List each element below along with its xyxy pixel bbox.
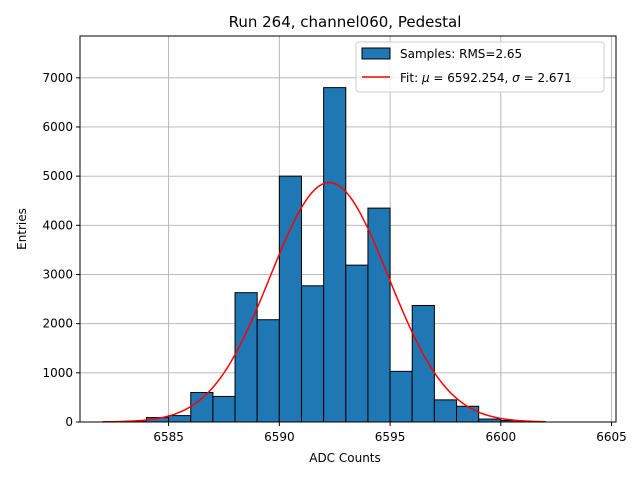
histogram-bar xyxy=(256,319,280,423)
y-axis-ticks: 0 1000 2000 3000 4000 5000 6000 7000 xyxy=(42,71,80,429)
histogram-bar xyxy=(212,395,236,423)
legend-box xyxy=(355,41,605,93)
y-tick-label: 4000 xyxy=(42,218,73,232)
x-tick-label: 6595 xyxy=(375,430,406,444)
legend-swatch-samples xyxy=(361,47,391,60)
histogram-bar xyxy=(323,87,347,423)
y-tick-label: 3000 xyxy=(42,267,73,281)
x-tick-label: 6600 xyxy=(486,430,517,444)
y-tick-label: 6000 xyxy=(42,120,73,134)
chart-title: Run 264, channel060, Pedestal xyxy=(229,13,462,31)
histogram-bar xyxy=(389,370,413,423)
x-tick-label: 6605 xyxy=(596,430,627,444)
histogram-bar xyxy=(411,304,435,423)
plot-frame xyxy=(79,35,617,423)
legend-label-samples: Samples: RMS=2.65 xyxy=(400,47,522,61)
histogram-bar xyxy=(190,391,214,423)
histogram-bar xyxy=(300,285,325,423)
legend-fit-mu: μ xyxy=(421,71,430,85)
y-tick-label: 0 xyxy=(65,415,73,429)
legend-fit-sigma-value: = 2.671 xyxy=(520,71,572,85)
y-tick-label: 5000 xyxy=(42,169,73,183)
histogram-bar xyxy=(234,292,258,423)
legend-fit-sigma: σ xyxy=(512,71,520,85)
x-tick-label: 6590 xyxy=(264,430,295,444)
legend-fit-mu-value: = 6592.254, xyxy=(430,71,513,85)
legend-label-fit: Fit: μ = 6592.254, σ = 2.671 xyxy=(400,71,572,85)
y-tick-label: 1000 xyxy=(42,366,73,380)
histogram-bar xyxy=(456,405,480,423)
y-tick-label: 7000 xyxy=(42,71,73,85)
x-axis-label: ADC Counts xyxy=(309,451,381,465)
histogram-bar xyxy=(168,415,192,423)
x-axis-ticks: 6585 6590 6595 6600 6605 xyxy=(153,422,627,444)
x-tick-label: 6585 xyxy=(153,430,184,444)
histogram-bar xyxy=(345,264,369,423)
histogram-bar xyxy=(367,207,391,423)
histogram-bars xyxy=(123,87,546,423)
fit-curve xyxy=(102,181,546,423)
y-tick-label: 2000 xyxy=(42,317,73,331)
legend: Samples: RMS=2.65 Fit: μ = 6592.254, σ =… xyxy=(355,41,605,93)
histogram-bar xyxy=(433,399,458,423)
legend-fit-prefix: Fit: xyxy=(400,71,422,85)
y-axis-label: Entries xyxy=(15,208,29,250)
